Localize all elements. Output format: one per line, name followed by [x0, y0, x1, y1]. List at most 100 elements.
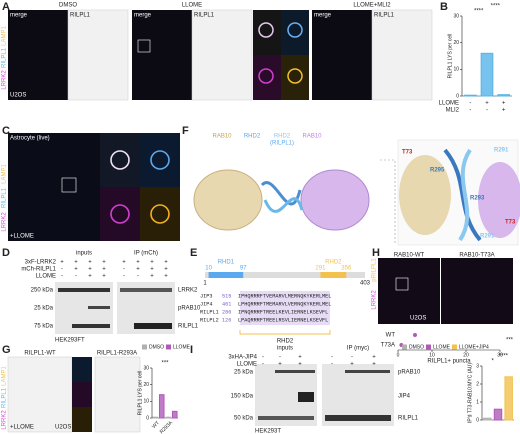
label: +: [485, 101, 489, 107]
label: HEK293FT: [55, 338, 85, 344]
micrograph: [132, 10, 192, 100]
label: LLOME: [36, 274, 56, 280]
lysosome: [110, 150, 130, 170]
panel-letter: I: [190, 344, 193, 356]
significance: ****: [499, 354, 509, 360]
label: +: [102, 260, 106, 266]
inset: [72, 357, 92, 382]
motif-highlight: [240, 291, 330, 325]
label: 250 kDa: [31, 288, 54, 294]
protein-bar: [205, 272, 365, 278]
domain: [320, 272, 347, 278]
band: [58, 288, 110, 292]
condition: LLOME: [182, 3, 202, 9]
label: -: [75, 274, 77, 280]
label: +: [150, 260, 154, 266]
label: RHD2: [274, 134, 291, 140]
residue: R293: [470, 196, 485, 202]
label: U2OS: [410, 316, 426, 322]
label: IP (mCh): [134, 251, 158, 257]
micrograph: [8, 10, 68, 100]
label: pRAB10: [398, 370, 421, 376]
legend-swatch: [166, 344, 171, 350]
residue: T73: [505, 220, 516, 226]
y-tick-label: 10: [453, 67, 459, 73]
lysosome: [258, 68, 274, 84]
bar: [464, 94, 477, 97]
label: LLOME: [439, 101, 459, 107]
y-tick-label: 10: [143, 399, 149, 405]
label: +: [150, 274, 154, 280]
inset: [253, 55, 281, 100]
structure: [399, 155, 451, 235]
label: U2OS: [10, 93, 26, 99]
label: RILPL1: [2, 187, 8, 208]
x-tick-label: WT: [151, 420, 161, 430]
y-tick-label: 0: [476, 417, 479, 423]
label: merge: [134, 13, 152, 19]
residue: R291: [480, 234, 495, 240]
x-tick-label: 20: [463, 352, 469, 358]
label: +: [150, 267, 154, 273]
label: RAB10: [212, 134, 232, 140]
x-tick-label: 30: [497, 352, 503, 358]
axis-label: RILPL1 LYS per cell: [447, 34, 453, 79]
legend-label: LLOME: [173, 344, 191, 350]
helix: [263, 197, 304, 213]
label: IPNQRRRFTREELKEVLIERNELKSEVFL: [238, 309, 328, 315]
label: -: [262, 362, 264, 368]
label: +: [88, 267, 92, 273]
label: 97: [240, 266, 247, 272]
micrograph: [441, 258, 513, 324]
label: LAMP1: [2, 366, 8, 386]
label: +: [164, 274, 168, 280]
helix: [458, 148, 472, 242]
inset: [253, 10, 281, 55]
micrograph: [67, 9, 129, 101]
label: +: [88, 274, 92, 280]
label: -: [331, 355, 333, 361]
label: IP (myc): [347, 346, 369, 352]
label: +: [298, 355, 302, 361]
label: +: [74, 267, 78, 273]
label: +LLOME: [10, 234, 34, 240]
label: RHD2: [325, 260, 342, 266]
label: +: [136, 260, 140, 266]
label: HEK293T: [255, 429, 281, 434]
bar: [483, 417, 492, 421]
helix: [260, 181, 302, 206]
y-tick-label: 2: [476, 381, 479, 387]
label: +: [502, 108, 506, 114]
band: [298, 392, 314, 402]
label: +LLOME: [10, 425, 34, 431]
bracket: [239, 330, 331, 335]
label: JIP4: [200, 301, 212, 307]
label: 126: [222, 317, 231, 323]
y-tick-label: T73A: [381, 343, 395, 349]
label: -: [486, 108, 488, 114]
label: 75 kDa: [34, 324, 54, 330]
zoom-line: [380, 159, 396, 245]
panel-letter: G: [2, 344, 11, 356]
significance: ***: [506, 338, 514, 344]
micrograph: [94, 356, 141, 433]
label: inputs: [76, 251, 92, 257]
label: JIP3: [200, 293, 212, 299]
label: RILPL1: [194, 13, 215, 19]
legend-label: DMSO: [409, 344, 424, 350]
label: LRRK2: [2, 410, 8, 430]
bar: [504, 376, 513, 421]
label: RILPL1: [398, 416, 419, 422]
legend-swatch: [142, 344, 147, 350]
micrograph: [378, 258, 440, 324]
x-tick-label: R293A: [159, 420, 175, 434]
band: [325, 415, 391, 421]
label: RILPL1-R293A: [97, 351, 137, 357]
micrograph: [8, 133, 100, 241]
label: RILPL1: [2, 47, 8, 68]
label: RHD2: [277, 339, 294, 345]
label: RILPL1: [178, 324, 199, 330]
label: pRAB10: [178, 306, 201, 312]
label: +: [372, 362, 376, 368]
